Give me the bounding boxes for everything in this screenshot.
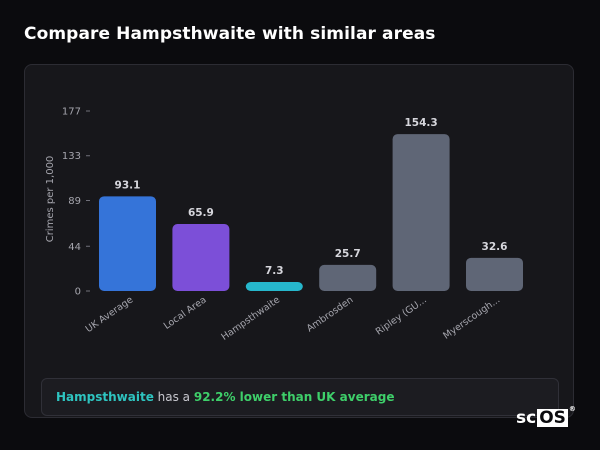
summary-text: has a <box>153 390 194 404</box>
bar-value-label: 93.1 <box>115 179 141 191</box>
y-tick-label: 177 <box>62 107 81 118</box>
bar-value-label: 7.3 <box>265 265 284 277</box>
bar-2 <box>245 282 303 291</box>
x-category-label: Local Area <box>162 294 209 331</box>
crime-comparison-chart: Crimes per 1,000 0 44 89 133 177 93.1 UK Averag… <box>45 107 523 343</box>
x-category-label: Myerscough... <box>441 294 502 341</box>
logo-boxed: OS <box>537 408 568 428</box>
bar-value-label: 65.9 <box>188 207 214 219</box>
bar-1 <box>172 223 230 291</box>
bar-0 <box>99 196 156 291</box>
bar-4 <box>392 134 450 291</box>
bar-5 <box>466 257 523 291</box>
logo-mark: ® <box>568 405 576 413</box>
page-title: Compare Hampsthwaite with similar areas <box>24 24 436 44</box>
scos-logo: sc OS ® <box>516 405 576 428</box>
x-category-label: Ripley (GU... <box>374 294 429 337</box>
summary-stat: 92.2% lower than UK average <box>193 390 395 404</box>
x-category-label: UK Average <box>84 294 136 335</box>
summary-area-name: Hampsthwaite <box>56 390 154 404</box>
comparison-card: Crimes per 1,000 0 44 89 133 177 93.1 UK Averag… <box>24 64 574 418</box>
y-tick-label: 44 <box>68 242 81 253</box>
y-tick-label: 89 <box>68 196 81 207</box>
y-tick-label: 0 <box>75 287 81 298</box>
logo-prefix: sc <box>516 408 537 428</box>
summary-banner: Hampsthwaite has a 92.2% lower than UK a… <box>41 378 559 416</box>
x-category-label: Hampsthwaite <box>219 294 282 343</box>
y-tick-label: 133 <box>62 151 81 162</box>
x-category-label: Ambrosden <box>305 294 356 334</box>
bar-value-label: 25.7 <box>335 248 361 260</box>
bar-value-label: 154.3 <box>404 117 437 129</box>
bar-3 <box>319 264 377 291</box>
bar-value-label: 32.6 <box>482 241 508 253</box>
y-axis-label: Crimes per 1,000 <box>45 156 56 243</box>
